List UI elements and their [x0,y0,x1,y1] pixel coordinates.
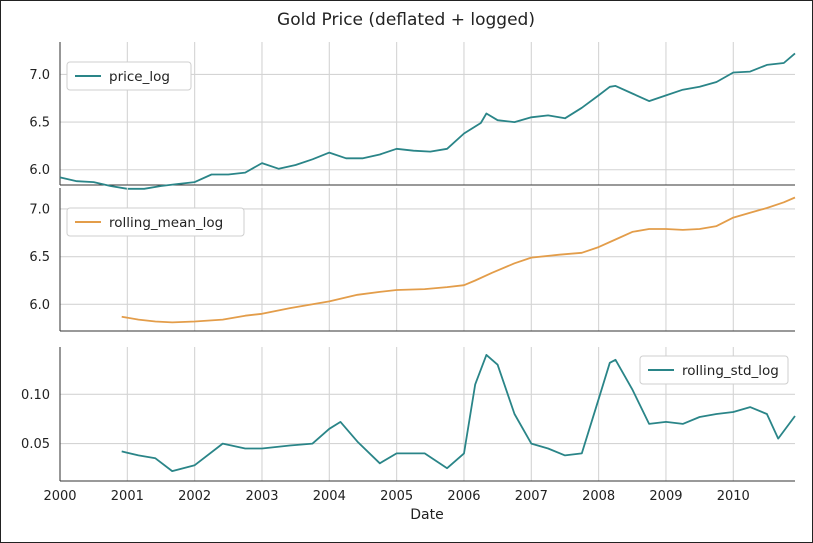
series-line-price_log [59,52,796,190]
series-line-rolling_mean_log [121,196,796,324]
x-tick-label: 2002 [178,489,211,504]
x-tick-label: 2008 [582,489,615,504]
y-tick-label: 7.0 [29,202,50,217]
x-tick-label: 2005 [380,489,413,504]
y-tick-label: 7.0 [29,68,50,83]
x-tick-label: 2010 [717,489,750,504]
chart-title: Gold Price (deflated + logged) [277,10,535,30]
legend-box [66,61,192,91]
y-tick-label: 6.0 [29,298,50,313]
legend-box [66,207,245,237]
x-tick-label: 2009 [649,489,682,504]
legend-label: rolling_mean_log [109,215,223,231]
legend-label: price_log [109,69,170,85]
y-tick-label: 0.05 [21,437,50,452]
y-tick-label: 6.0 [29,163,50,178]
legend-label: rolling_std_log [682,363,779,379]
series-line-rolling_std_log [121,353,796,473]
x-tick-label: 2001 [111,489,144,504]
x-tick-label: 2006 [447,489,480,504]
y-tick-label: 6.5 [29,116,50,131]
y-tick-label: 6.5 [29,250,50,265]
x-tick-label: 2007 [515,489,548,504]
y-tick-label: 0.10 [21,388,50,403]
legend-box [639,355,789,385]
x-tick-label: 2003 [245,489,278,504]
x-tick-label: 2004 [313,489,346,504]
x-tick-label: 2000 [43,489,76,504]
x-axis-label: Date [410,507,443,523]
